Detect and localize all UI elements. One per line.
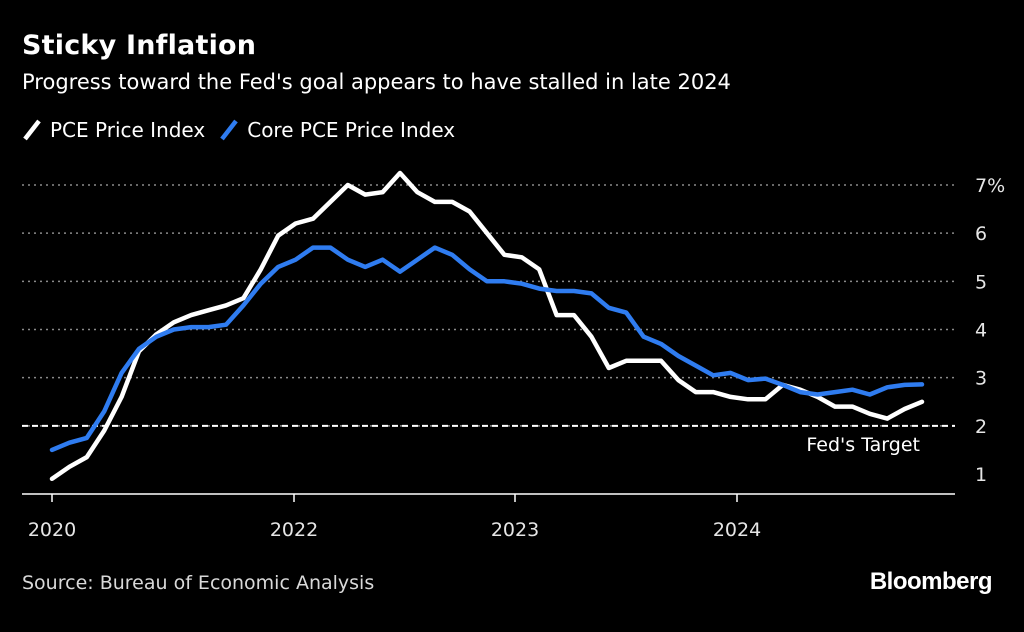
x-tick-label-2024: 2024	[713, 519, 761, 541]
y-tick-label-3: 3	[975, 368, 987, 390]
x-tick-label-2023: 2023	[491, 519, 539, 541]
y-tick-label-1: 1	[975, 464, 987, 486]
chart-subtitle: Progress toward the Fed's goal appears t…	[22, 70, 731, 94]
legend-label-pce: PCE Price Index	[50, 118, 206, 142]
y-tick-label-4: 4	[975, 320, 987, 342]
core-pce-legend-swatch-line	[220, 119, 239, 141]
y-tick-label-7: 7%	[975, 175, 1005, 197]
y-tick-label-2: 2	[975, 416, 987, 438]
x-tick-label-2022: 2022	[270, 519, 318, 541]
core-pce-legend-swatch	[220, 119, 239, 141]
fed-target-label: Fed's Target	[806, 434, 920, 456]
y-tick-label-5: 5	[975, 271, 987, 293]
y-tick-label-6: 6	[975, 223, 987, 245]
x-tick-label-2020: 2020	[28, 519, 76, 541]
core-pce-series-line	[49, 245, 925, 453]
pce-legend-swatch-line	[23, 119, 41, 141]
legend-item-pce: PCE Price Index	[22, 118, 205, 142]
pce-series-line	[49, 170, 925, 482]
legend-label-core-pce: Core PCE Price Index	[247, 118, 456, 142]
bloomberg-logo: Bloomberg	[869, 568, 993, 595]
source-note: Source: Bureau of Economic Analysis	[22, 572, 375, 594]
chart-title: Sticky Inflation	[22, 30, 257, 61]
legend-item-core-pce: Core PCE Price Index	[219, 118, 455, 142]
pce-legend-swatch	[23, 119, 41, 141]
chart-legend: PCE Price Index Core PCE Price Index	[22, 116, 469, 144]
